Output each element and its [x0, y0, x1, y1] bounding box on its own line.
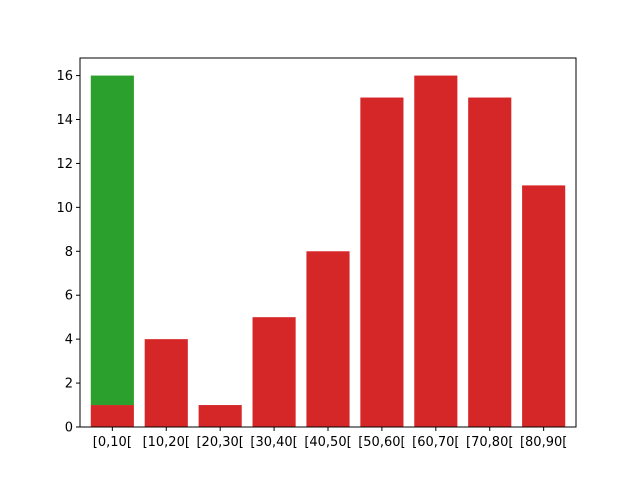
x-tick-label: [10,20[	[143, 435, 190, 450]
x-tick-label: [40,50[	[304, 435, 351, 450]
y-axis-ticks: 0 2 4 6 8 10 12 14 16	[56, 69, 80, 436]
x-tick-label: [70,80[	[466, 435, 513, 450]
x-tick-label: [60,70[	[412, 435, 459, 450]
x-tick-label: [0,10[	[93, 435, 132, 450]
y-tick-label: 0	[65, 421, 73, 436]
bar-0-5	[360, 97, 404, 428]
x-tick-label: [50,60[	[358, 435, 405, 450]
y-tick-label: 8	[65, 245, 73, 260]
y-tick-label: 2	[65, 377, 73, 392]
bar-0-6	[414, 75, 458, 428]
y-tick-label: 10	[56, 201, 73, 216]
y-tick-label: 6	[65, 289, 73, 304]
x-tick-label: [30,40[	[250, 435, 297, 450]
bar-0-7	[468, 97, 512, 428]
y-tick-label: 12	[56, 157, 73, 172]
y-tick-label: 14	[56, 113, 73, 128]
x-axis-ticks: [0,10[ [10,20[ [20,30[ [30,40[ [40,50[ [50,60…	[93, 427, 567, 450]
y-tick-label: 16	[56, 69, 73, 84]
bar-1-0	[90, 75, 134, 406]
bar-0-0	[90, 405, 134, 427]
bar-0-4	[306, 251, 350, 427]
bar-0-8	[522, 185, 566, 427]
x-tick-label: [80,90[	[520, 435, 567, 450]
bars-group	[90, 75, 566, 428]
bar-0-1	[144, 339, 188, 427]
bar-0-2	[198, 405, 242, 427]
bar-0-3	[252, 317, 296, 427]
y-tick-label: 4	[65, 333, 73, 348]
x-tick-label: [20,30[	[196, 435, 243, 450]
